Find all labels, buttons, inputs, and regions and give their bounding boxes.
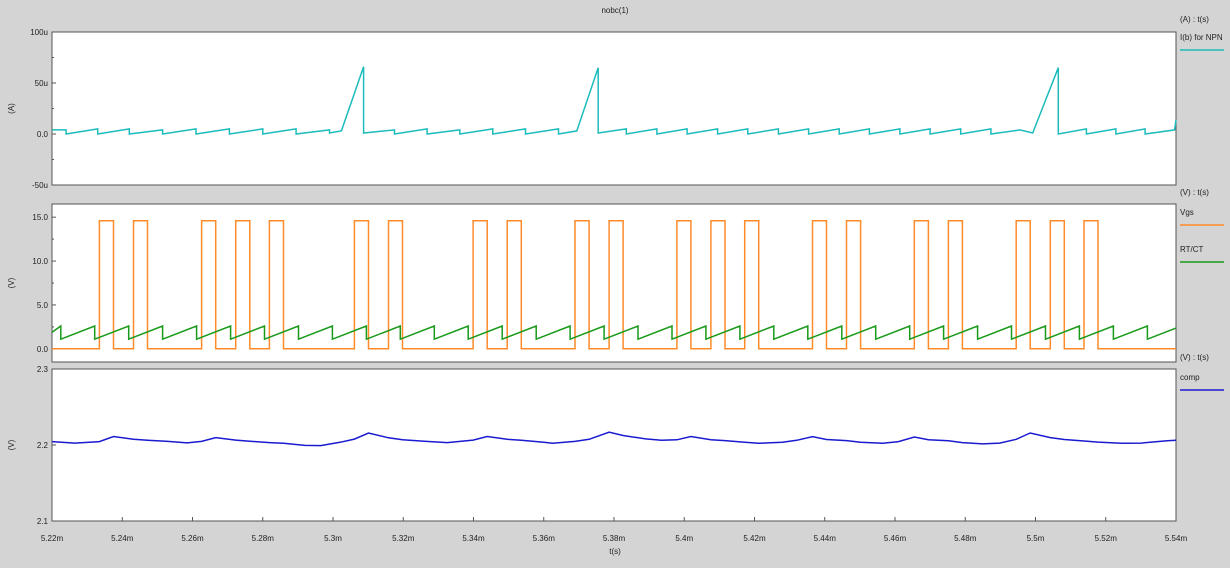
y-tick-label: 15.0 <box>32 213 48 222</box>
y-tick-label: 10.0 <box>32 257 48 266</box>
y-axis-label: (V) <box>7 277 16 288</box>
series-line-rt-ct <box>51 324 1177 341</box>
series-line-i-b-for-npn <box>52 66 1177 135</box>
y-axis-label: (A) <box>7 103 16 114</box>
legend-label: comp <box>1180 373 1200 382</box>
series-line-comp <box>51 431 1177 447</box>
y-tick-label: 5.0 <box>37 301 49 310</box>
x-tick-label: 5.28m <box>252 534 275 543</box>
y-tick-label: 0.0 <box>37 130 49 139</box>
units-header: (A) : t(s) <box>1180 15 1209 24</box>
x-tick-label: 5.3m <box>324 534 342 543</box>
y-axis-label: (V) <box>7 439 16 450</box>
plot-area-1 <box>51 31 1177 186</box>
x-tick-label: 5.5m <box>1027 534 1045 543</box>
y-tick-label: 2.3 <box>37 365 49 374</box>
x-tick-label: 5.48m <box>954 534 977 543</box>
x-axis-label: t(s) <box>609 547 621 556</box>
x-tick-label: 5.52m <box>1095 534 1118 543</box>
x-tick-label: 5.42m <box>743 534 766 543</box>
units-header: (V) : t(s) <box>1180 188 1209 197</box>
x-tick-label: 5.32m <box>392 534 415 543</box>
y-tick-label: 50u <box>35 79 48 88</box>
x-tick-label: 5.38m <box>603 534 626 543</box>
y-tick-label: 2.1 <box>37 517 49 526</box>
y-tick-label: 0.0 <box>37 345 49 354</box>
chart-window-title: nobc(1) <box>601 6 628 15</box>
y-tick-label: -50u <box>32 181 48 190</box>
x-tick-label: 5.36m <box>533 534 556 543</box>
plot-area-2 <box>51 203 1177 363</box>
legend-label: RT/CT <box>1180 245 1204 254</box>
series-line-vgs <box>52 219 1176 350</box>
plot-area-3 <box>51 368 1177 522</box>
x-tick-label: 5.26m <box>181 534 204 543</box>
x-tick-label: 5.24m <box>111 534 134 543</box>
units-header: (V) : t(s) <box>1180 353 1209 362</box>
x-tick-label: 5.4m <box>675 534 693 543</box>
legend-label: Vgs <box>1180 208 1194 217</box>
x-tick-label: 5.34m <box>462 534 485 543</box>
x-tick-label: 5.54m <box>1165 534 1188 543</box>
x-tick-label: 5.46m <box>884 534 907 543</box>
x-tick-label: 5.44m <box>814 534 837 543</box>
legend-label: I(b) for NPN <box>1180 33 1223 42</box>
x-tick-label: 5.22m <box>41 534 64 543</box>
y-tick-label: 2.2 <box>37 441 49 450</box>
y-tick-label: 100u <box>30 28 48 37</box>
